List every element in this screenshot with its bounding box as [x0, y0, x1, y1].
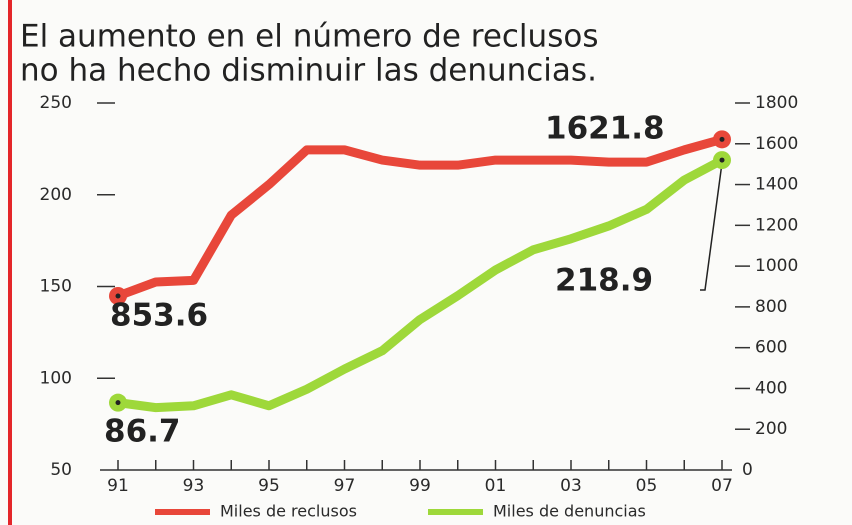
y2-tick-label: 1200: [755, 215, 798, 235]
x-tick-label: 91: [107, 476, 129, 496]
x-tick-label: 93: [183, 476, 205, 496]
x-tick-label: 05: [636, 476, 658, 496]
legend-label: Miles de denuncias: [493, 502, 646, 521]
x-tick-label: 97: [334, 476, 356, 496]
end-dot: [115, 400, 121, 406]
y2-tick-label: 600: [755, 338, 787, 358]
x-tick-label: 07: [711, 476, 733, 496]
y2-tick-label: 0: [742, 460, 753, 480]
end-dot: [719, 136, 725, 142]
series-line: [113, 155, 727, 413]
y-tick-label: 100: [40, 368, 72, 388]
y2-tick-label: 400: [755, 378, 787, 398]
y2-tick-label: 1400: [755, 175, 798, 195]
edge-bar: [8, 0, 12, 525]
x-tick-label: 01: [485, 476, 507, 496]
y2-tick-label: 800: [755, 297, 787, 317]
y-tick-label: 150: [40, 277, 72, 297]
y-tick-label: 200: [40, 185, 72, 205]
y2-tick-label: 1800: [755, 93, 798, 113]
series-line: [113, 134, 727, 301]
end-dot: [719, 157, 725, 163]
x-tick-label: 99: [409, 476, 431, 496]
y2-tick-label: 1600: [755, 134, 798, 154]
connector: [700, 162, 723, 291]
y2-tick-label: 200: [755, 419, 787, 439]
y-tick-label: 250: [40, 93, 72, 113]
data-label: 86.7: [104, 414, 181, 450]
chart-title: El aumento en el número de reclusos: [20, 19, 598, 55]
x-tick-label: 95: [258, 476, 280, 496]
legend-label: Miles de reclusos: [220, 502, 357, 521]
chart-title: no ha hecho disminuir las denuncias.: [20, 53, 597, 89]
x-tick-label: 03: [560, 476, 582, 496]
data-label: 218.9: [555, 263, 653, 299]
data-label: 853.6: [110, 298, 208, 334]
end-dot: [115, 293, 121, 299]
y-tick-label: 50: [50, 460, 72, 480]
data-label: 1621.8: [545, 111, 665, 147]
y2-tick-label: 1000: [755, 256, 798, 276]
